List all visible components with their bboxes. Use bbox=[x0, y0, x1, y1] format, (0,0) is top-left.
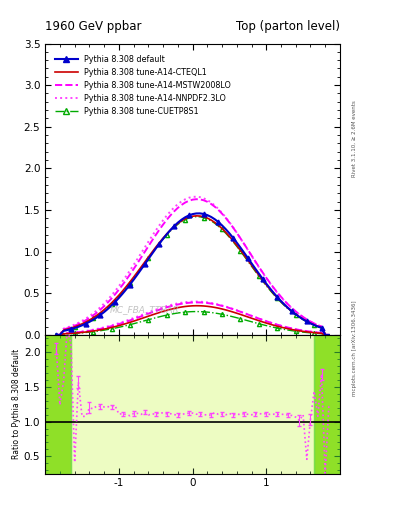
Bar bbox=[314, 335, 340, 474]
Bar bbox=[45, 335, 71, 474]
Y-axis label: Ratio to Pythia 8.308 default: Ratio to Pythia 8.308 default bbox=[12, 349, 21, 459]
Legend: Pythia 8.308 default, Pythia 8.308 tune-A14-CTEQL1, Pythia 8.308 tune-A14-MSTW20: Pythia 8.308 default, Pythia 8.308 tune-… bbox=[55, 55, 231, 116]
Text: mcplots.cern.ch [arXiv:1306.3436]: mcplots.cern.ch [arXiv:1306.3436] bbox=[352, 301, 357, 396]
Bar bbox=[314, 335, 340, 474]
Text: Rivet 3.1.10, ≥ 2.6M events: Rivet 3.1.10, ≥ 2.6M events bbox=[352, 100, 357, 177]
Bar bbox=[45, 335, 71, 474]
Text: Top (parton level): Top (parton level) bbox=[236, 20, 340, 33]
Text: MC_FBA_TTBAR: MC_FBA_TTBAR bbox=[110, 306, 180, 314]
Text: 1960 GeV ppbar: 1960 GeV ppbar bbox=[45, 20, 142, 33]
Bar bbox=[71, 335, 314, 474]
Bar bbox=[71, 335, 314, 474]
